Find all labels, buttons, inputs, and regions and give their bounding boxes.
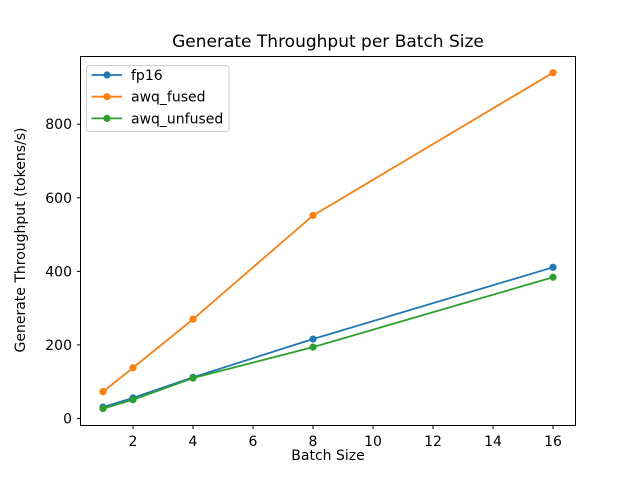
- legend-marker: [103, 93, 111, 101]
- y-tick-label: 800: [45, 117, 72, 133]
- legend-marker: [103, 71, 111, 79]
- y-tick-label: 600: [45, 191, 72, 207]
- legend-label: awq_fused: [131, 90, 206, 106]
- x-axis-label: Batch Size: [291, 448, 365, 464]
- y-tick-label: 0: [63, 412, 72, 428]
- legend-label: awq_unfused: [131, 111, 223, 127]
- series-marker-awq_unfused: [129, 396, 137, 404]
- y-tick-label: 400: [45, 264, 72, 280]
- series-marker-awq_unfused: [189, 374, 197, 382]
- series-marker-awq_fused: [549, 69, 557, 77]
- series-marker-awq_unfused: [99, 404, 107, 413]
- series-marker-awq_unfused: [309, 343, 317, 351]
- x-tick-label: 14: [484, 434, 502, 450]
- plot-spines: [80, 56, 576, 426]
- legend-marker: [103, 114, 111, 122]
- series-marker-fp16: [309, 335, 317, 343]
- series-marker-awq_fused: [309, 211, 317, 220]
- series-marker-fp16: [549, 263, 557, 271]
- series-marker-awq_fused: [99, 388, 107, 396]
- series-line-awq_unfused: [102, 276, 554, 410]
- x-tick-label: 2: [129, 434, 138, 450]
- series-marker-awq_fused: [129, 364, 137, 372]
- legend-label: fp16: [131, 68, 163, 84]
- chart-title: Generate Throughput per Batch Size: [172, 32, 484, 52]
- series-marker-awq_unfused: [549, 273, 557, 281]
- x-tick-label: 12: [424, 434, 442, 450]
- x-tick-label: 6: [249, 434, 258, 450]
- x-tick-label: 4: [189, 434, 198, 450]
- x-tick-label: 16: [544, 434, 562, 450]
- legend-box: [86, 65, 230, 132]
- x-tick-label: 8: [309, 434, 318, 450]
- x-tick-label: 10: [364, 434, 382, 450]
- series-marker-awq_fused: [189, 315, 197, 323]
- y-tick-label: 200: [45, 338, 72, 354]
